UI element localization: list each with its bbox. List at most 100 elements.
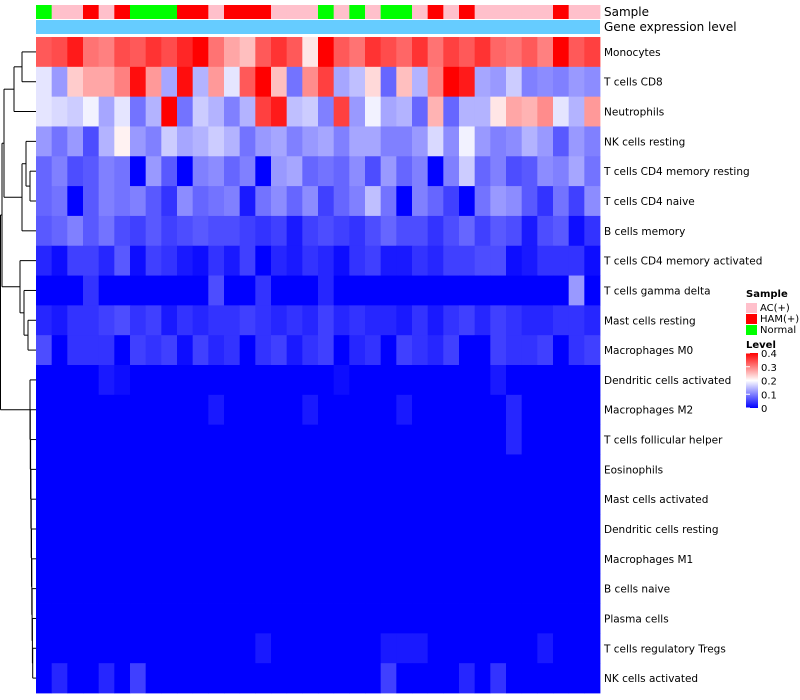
heatmap-cell <box>427 454 444 485</box>
heatmap-cell <box>67 484 84 515</box>
gene-expression-level-bar <box>36 20 600 34</box>
heatmap-cell <box>83 633 100 664</box>
heatmap-cell <box>584 454 601 485</box>
heatmap-cell <box>286 365 303 396</box>
heatmap-cell <box>130 573 147 604</box>
heatmap-cell <box>318 126 335 157</box>
heatmap-cell <box>98 394 115 426</box>
heatmap-cell <box>114 424 131 455</box>
sample-annotation-cell <box>208 5 225 19</box>
heatmap-cell <box>114 484 131 515</box>
heatmap-cell <box>584 275 601 306</box>
heatmap-cell <box>412 543 429 575</box>
sample-annotation-cell <box>302 5 319 19</box>
heatmap-cell <box>239 96 256 127</box>
sample-annotation-cell <box>459 5 476 19</box>
heatmap-cell <box>318 424 335 455</box>
heatmap-cell <box>36 514 53 545</box>
heatmap-cell <box>396 543 413 575</box>
heatmap-cell <box>239 37 256 68</box>
heatmap-cell <box>584 156 601 187</box>
heatmap-cell <box>443 156 460 187</box>
heatmap-cell <box>459 275 476 306</box>
heatmap-cell <box>474 156 491 187</box>
heatmap-cell <box>255 603 272 634</box>
heatmap-cell <box>584 484 601 515</box>
heatmap-cell <box>177 96 194 127</box>
heatmap-cell <box>145 275 162 306</box>
heatmap-cell <box>208 514 225 545</box>
sample-annotation-cell <box>271 5 288 19</box>
heatmap-cell <box>553 543 570 575</box>
heatmap-cell <box>255 186 272 217</box>
heatmap-cell <box>130 96 147 127</box>
heatmap-cell <box>208 663 225 694</box>
heatmap-cell <box>302 66 319 98</box>
heatmap-cell <box>412 126 429 157</box>
heatmap-cell <box>568 156 585 187</box>
heatmap-cell <box>67 215 84 247</box>
heatmap-cell <box>271 245 288 276</box>
sample-annotation-cell <box>130 5 147 19</box>
heatmap-cell <box>568 126 585 157</box>
heatmap-cell <box>443 633 460 664</box>
heatmap-cell <box>208 603 225 634</box>
heatmap-cell <box>349 633 366 664</box>
heatmap-cell <box>459 514 476 545</box>
heatmap-cell <box>271 96 288 127</box>
heatmap-cell <box>224 215 241 247</box>
heatmap-cell <box>365 603 382 634</box>
sample-annotation-cell <box>474 5 491 19</box>
heatmap-cell <box>130 514 147 545</box>
heatmap-cell <box>177 663 194 694</box>
heatmap-cell <box>443 663 460 694</box>
heatmap-cell <box>506 186 523 217</box>
heatmap-cell <box>192 603 209 634</box>
heatmap-cell <box>396 394 413 426</box>
heatmap-cell <box>365 66 382 98</box>
heatmap-cell <box>36 245 53 276</box>
heatmap-cell <box>51 454 68 485</box>
heatmap-cell <box>255 96 272 127</box>
heatmap-cell <box>255 156 272 187</box>
heatmap-cell <box>443 424 460 455</box>
heatmap-cell <box>490 454 507 485</box>
heatmap-cell <box>365 394 382 426</box>
level-tick-label: 0 <box>761 404 767 415</box>
heatmap-cell <box>553 66 570 98</box>
heatmap-cell <box>318 663 335 694</box>
heatmap-cell <box>380 96 397 127</box>
heatmap-cell <box>114 394 131 426</box>
heatmap-cell <box>474 335 491 366</box>
heatmap-cell <box>521 633 538 664</box>
heatmap-cell <box>98 633 115 664</box>
heatmap-cell <box>506 335 523 366</box>
heatmap-cell <box>333 245 350 276</box>
heatmap-cell <box>224 37 241 68</box>
heatmap-cell <box>255 543 272 575</box>
heatmap-cell <box>98 484 115 515</box>
heatmap-cell <box>521 335 538 366</box>
heatmap-cell <box>459 66 476 98</box>
heatmap-cell <box>36 96 53 127</box>
heatmap-cell <box>333 126 350 157</box>
heatmap-cell <box>302 603 319 634</box>
heatmap-cell <box>490 66 507 98</box>
row-label: T cells CD8 <box>603 77 663 89</box>
heatmap-cell <box>396 66 413 98</box>
heatmap-cell <box>286 603 303 634</box>
heatmap-cell <box>506 454 523 485</box>
heatmap-cell <box>490 245 507 276</box>
heatmap-cell <box>98 305 115 336</box>
heatmap-cell <box>490 96 507 127</box>
heatmap-cell <box>177 633 194 664</box>
heatmap-cell <box>130 543 147 575</box>
heatmap-cell <box>145 126 162 157</box>
heatmap-cell <box>506 424 523 455</box>
heatmap-cell <box>83 156 100 187</box>
heatmap-cell <box>161 66 178 98</box>
heatmap-cell <box>553 215 570 247</box>
heatmap-cell <box>474 215 491 247</box>
heatmap-cell <box>224 633 241 664</box>
heatmap-cell <box>51 37 68 68</box>
